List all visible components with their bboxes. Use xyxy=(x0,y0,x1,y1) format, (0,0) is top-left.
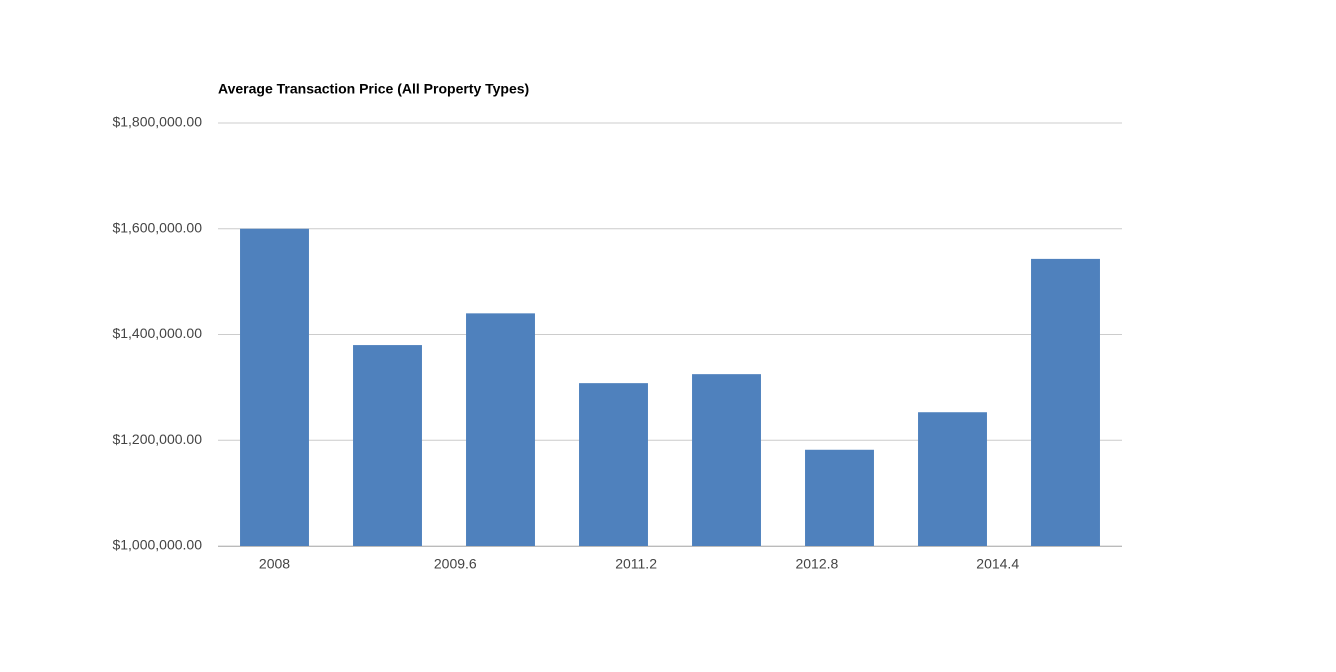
bar xyxy=(805,449,874,546)
x-tick-label: 2014.4 xyxy=(976,556,1019,572)
y-tick-label: $1,000,000.00 xyxy=(112,537,202,553)
x-tick-label: 2008 xyxy=(259,556,290,572)
bar xyxy=(466,313,535,546)
y-tick-label: $1,400,000.00 xyxy=(112,325,202,341)
bar xyxy=(353,345,422,546)
bar xyxy=(918,412,987,546)
x-tick-label: 2009.6 xyxy=(434,556,477,572)
bar xyxy=(579,383,648,546)
y-tick-label: $1,200,000.00 xyxy=(112,431,202,447)
bar xyxy=(1031,258,1100,546)
bar xyxy=(240,228,309,546)
x-tick-label: 2012.8 xyxy=(795,556,838,572)
chart-title: Average Transaction Price (All Property … xyxy=(218,81,529,97)
y-tick-label: $1,800,000.00 xyxy=(112,114,202,130)
bar xyxy=(692,374,761,546)
y-tick-label: $1,600,000.00 xyxy=(112,219,202,235)
x-tick-label: 2011.2 xyxy=(615,556,657,572)
